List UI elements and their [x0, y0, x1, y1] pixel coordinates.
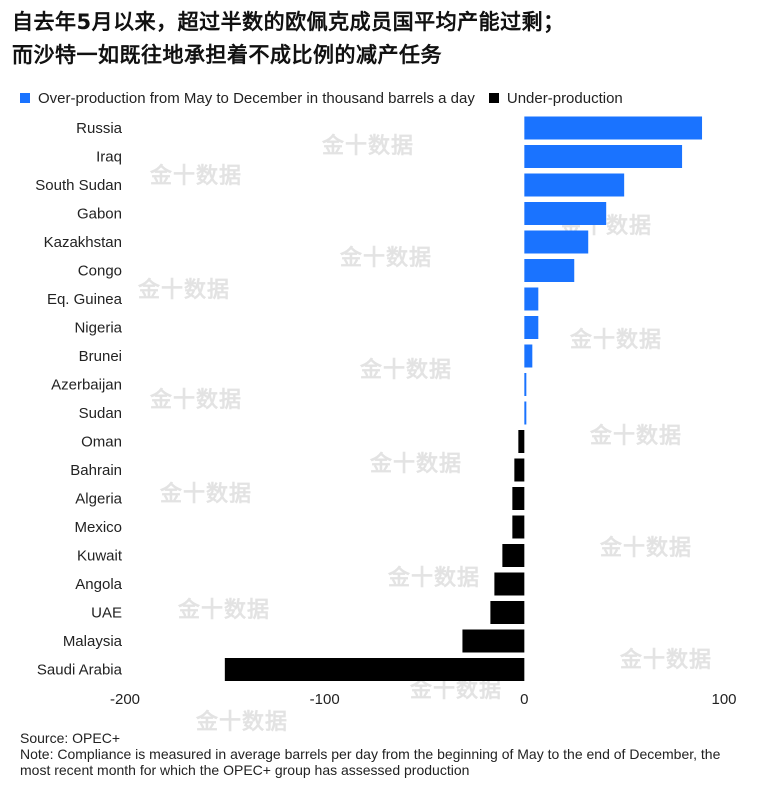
- watermark-text: 金十数据: [388, 566, 481, 591]
- chart-title: 自去年5月以来，超过半数的欧佩克成员国平均产能过剩； 而沙特一如既往地承担着不成…: [12, 6, 756, 72]
- bar-gabon: [524, 202, 607, 225]
- watermark-text: 金十数据: [370, 452, 463, 477]
- category-label: Nigeria: [74, 320, 122, 337]
- bar-south-sudan: [524, 173, 625, 197]
- bar-malaysia: [462, 629, 525, 653]
- category-label: UAE: [91, 605, 122, 622]
- category-label: Malaysia: [63, 633, 123, 650]
- x-tick-label: -200: [110, 691, 140, 708]
- legend-swatch-under: [488, 93, 499, 103]
- source-text: Source: OPEC+: [20, 730, 120, 746]
- category-label: Sudan: [79, 405, 122, 422]
- bar-saudi-arabia: [224, 658, 525, 681]
- legend-swatch-over: [20, 93, 30, 103]
- category-label: Saudi Arabia: [37, 662, 123, 679]
- category-label: Mexico: [74, 519, 122, 536]
- category-label: Eq. Guinea: [47, 291, 123, 308]
- bar-iraq: [524, 145, 683, 168]
- bar-sudan: [524, 401, 527, 425]
- category-label: Iraq: [96, 149, 122, 166]
- chart-footer: Source: OPEC+ Note: Compliance is measur…: [20, 730, 750, 778]
- watermark-text: 金十数据: [178, 598, 271, 623]
- watermark-text: 金十数据: [600, 536, 693, 561]
- watermark-text: 金十数据: [196, 710, 289, 735]
- category-label: South Sudan: [35, 177, 122, 194]
- bar-kuwait: [502, 544, 525, 567]
- legend-item-over: Over-production from May to December in …: [20, 90, 475, 107]
- category-label: Gabon: [77, 206, 122, 223]
- bar-congo: [524, 259, 575, 282]
- watermark-text: 金十数据: [410, 678, 503, 703]
- bar-oman: [518, 430, 525, 453]
- watermark-text: 金十数据: [590, 424, 683, 449]
- note-text: Note: Compliance is measured in average …: [20, 746, 721, 778]
- bar-russia: [524, 116, 703, 140]
- x-tick-label: -100: [310, 691, 340, 708]
- watermark-text: 金十数据: [150, 164, 243, 189]
- bar-nigeria: [524, 316, 539, 339]
- bar-uae: [490, 601, 525, 624]
- title-line-1: 自去年5月以来，超过半数的欧佩克成员国平均产能过剩；: [12, 10, 565, 34]
- x-tick-label: 100: [711, 691, 736, 708]
- bar-mexico: [512, 515, 525, 539]
- watermark-text: 金十数据: [620, 648, 713, 673]
- x-tick-label: 0: [520, 691, 528, 708]
- bar-kazakhstan: [524, 230, 589, 254]
- watermark-text: 金十数据: [570, 328, 663, 353]
- category-label: Kuwait: [77, 548, 123, 565]
- category-label: Oman: [81, 434, 122, 451]
- bar-azerbaijan: [524, 373, 527, 396]
- watermark-text: 金十数据: [150, 388, 243, 413]
- watermark-text: 金十数据: [340, 246, 433, 271]
- category-label: Algeria: [75, 491, 122, 508]
- bar-algeria: [512, 487, 525, 510]
- watermark-text: 金十数据: [322, 134, 415, 159]
- bar-brunei: [524, 344, 533, 368]
- legend-label-over: Over-production from May to December in …: [38, 89, 475, 107]
- legend-label-under: Under-production: [506, 89, 623, 107]
- category-label: Azerbaijan: [51, 377, 122, 394]
- bar-angola: [494, 572, 525, 596]
- category-label: Russia: [76, 120, 123, 137]
- watermark-text: 金十数据: [360, 358, 453, 383]
- watermark-text: 金十数据: [160, 482, 253, 507]
- watermark-text: 金十数据: [138, 278, 231, 303]
- title-line-2: 而沙特一如既往地承担着不成比例的减产任务: [12, 43, 442, 67]
- bar-eq-guinea: [524, 287, 539, 311]
- legend-item-under: Under-production: [488, 89, 623, 107]
- category-label: Congo: [78, 263, 122, 280]
- category-label: Angola: [75, 576, 122, 593]
- legend: Over-production from May to December in …: [20, 86, 637, 110]
- category-label: Bahrain: [70, 462, 122, 479]
- category-label: Kazakhstan: [44, 234, 122, 251]
- category-label: Brunei: [79, 348, 122, 365]
- bar-chart: Russia Iraq South Sudan Gabon Kazakhstan Cong…: [35, 116, 737, 708]
- bar-bahrain: [514, 458, 525, 482]
